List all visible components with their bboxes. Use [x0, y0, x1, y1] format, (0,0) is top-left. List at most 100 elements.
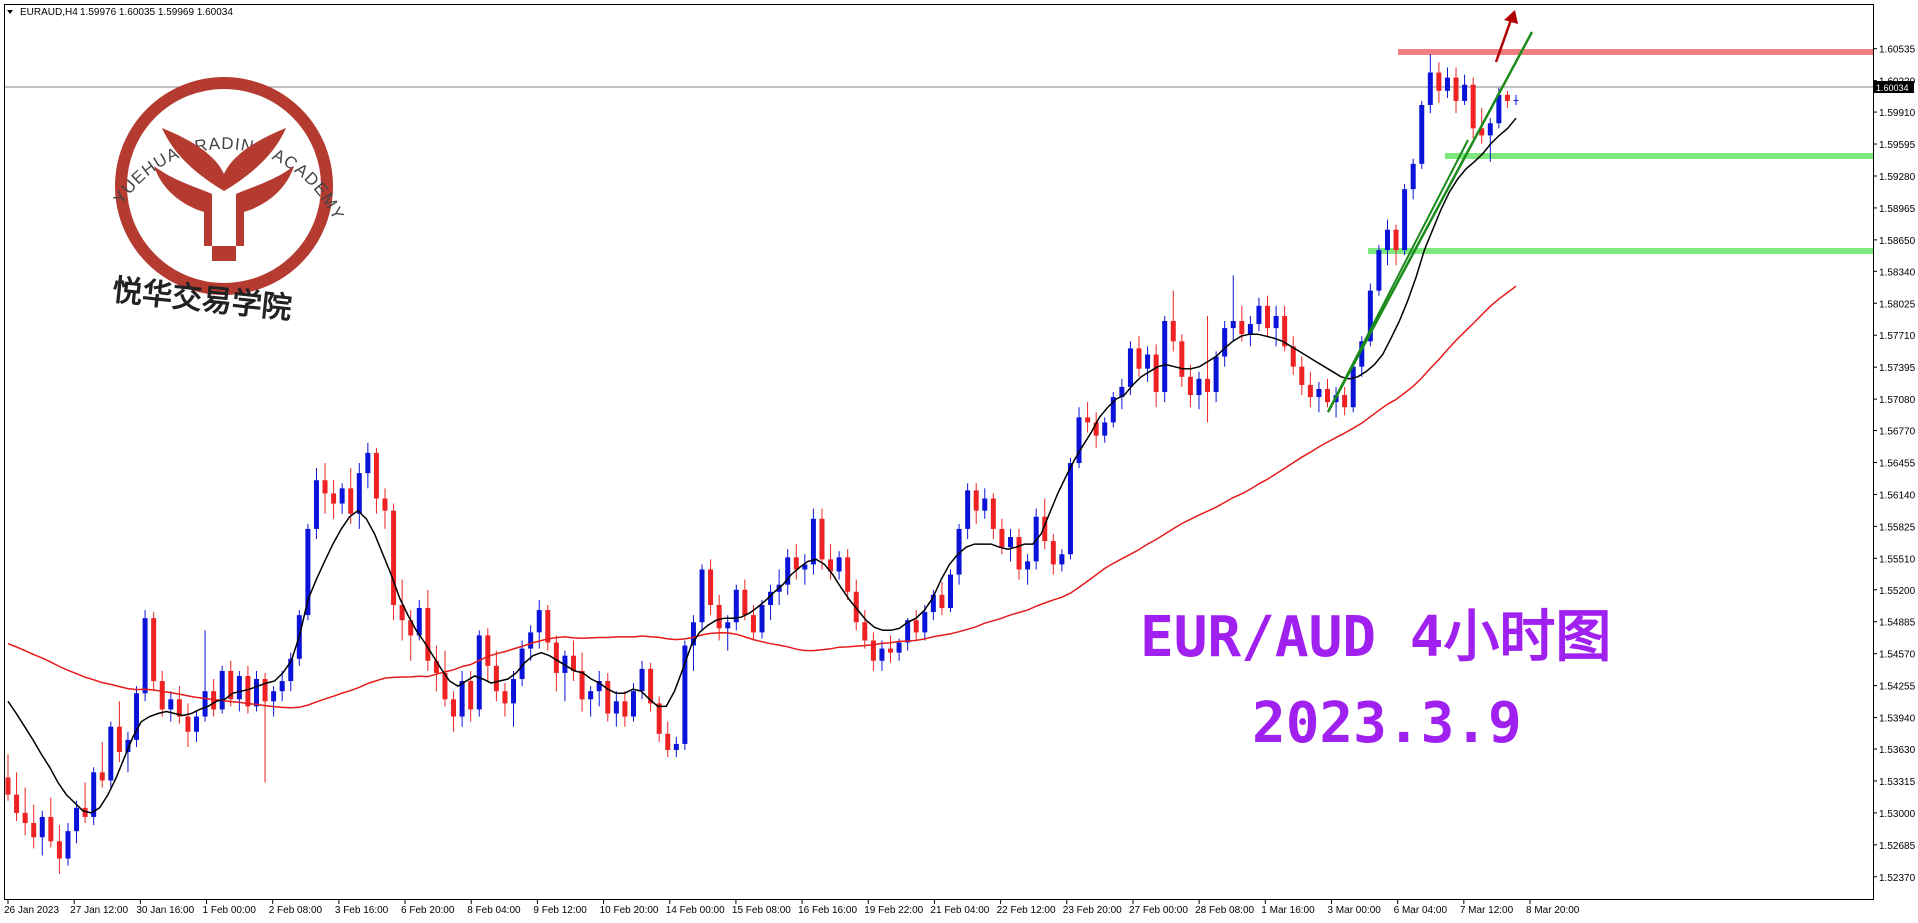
- candle: [511, 670, 517, 727]
- candle-body: [373, 452, 379, 499]
- candle: [305, 523, 311, 621]
- candle: [142, 610, 148, 702]
- candle-body: [1170, 321, 1176, 342]
- candle-body: [588, 691, 594, 700]
- candle: [262, 672, 268, 783]
- candle: [708, 559, 714, 616]
- candle: [1196, 371, 1202, 410]
- candle-body: [1299, 366, 1305, 385]
- candle-body: [22, 812, 28, 824]
- candle-body: [176, 699, 182, 717]
- candle-body: [930, 594, 936, 613]
- candle: [433, 645, 439, 692]
- candle: [1162, 315, 1168, 403]
- time-tick-label: 15 Feb 08:00: [732, 905, 791, 916]
- candle-body: [194, 716, 199, 732]
- candle-body: [699, 569, 705, 623]
- candle: [1127, 341, 1133, 396]
- candle-body: [973, 490, 979, 511]
- time-tick-label: 2 Feb 08:00: [269, 905, 323, 916]
- candle-body: [14, 794, 20, 813]
- candle-body: [382, 498, 388, 511]
- price-tick-label: 1.57080: [1879, 395, 1916, 406]
- candle-body: [108, 726, 114, 781]
- candle: [65, 823, 71, 866]
- candle: [1179, 334, 1185, 387]
- candle: [1402, 184, 1408, 256]
- support-zone-lower: [1368, 248, 1873, 254]
- candle: [1367, 283, 1373, 347]
- candle-body: [31, 823, 37, 838]
- candle-body: [125, 739, 131, 753]
- candle-body: [1479, 128, 1485, 136]
- candle-body: [708, 569, 714, 605]
- candle: [176, 686, 182, 724]
- candle-body: [999, 528, 1005, 548]
- price-tick-label: 1.55825: [1879, 522, 1916, 533]
- candle: [699, 564, 705, 631]
- candle: [879, 640, 885, 671]
- candle: [1085, 402, 1091, 433]
- candle: [348, 468, 354, 524]
- candle: [56, 825, 62, 874]
- candle: [905, 618, 911, 651]
- time-tick-label: 7 Mar 12:00: [1460, 905, 1514, 916]
- candle-body: [236, 675, 242, 700]
- chevron-down-icon[interactable]: [7, 10, 13, 14]
- candle-body: [356, 473, 362, 514]
- candle-body: [459, 681, 465, 717]
- candle-body: [339, 488, 345, 504]
- candle: [810, 508, 816, 575]
- candle: [468, 670, 474, 722]
- trendline-inner[interactable]: [1327, 139, 1469, 413]
- candle-body: [262, 679, 268, 702]
- candle: [1444, 67, 1450, 98]
- candle: [1187, 364, 1193, 408]
- candle-body: [408, 620, 414, 636]
- candles-layer: [5, 54, 1519, 874]
- candle: [1119, 378, 1125, 410]
- candle-body: [982, 498, 988, 511]
- candle-body: [511, 679, 517, 704]
- ohlc-label: 1.59976 1.60035 1.59969 1.60034: [80, 7, 233, 18]
- candle-body: [91, 772, 97, 817]
- price-axis: 1.605351.602201.599101.595951.592801.589…: [1873, 45, 1916, 884]
- candle: [14, 772, 20, 822]
- trendline-main[interactable]: [1326, 31, 1534, 413]
- candle: [1359, 336, 1365, 377]
- candle-body: [1325, 388, 1330, 403]
- candle: [545, 604, 551, 651]
- candle: [1025, 554, 1031, 585]
- candle: [1462, 74, 1468, 105]
- candle: [151, 612, 157, 692]
- ma-fast-line: [7, 117, 1517, 814]
- candle-body: [74, 807, 80, 832]
- candle-body: [759, 604, 765, 633]
- candle-body: [1273, 315, 1279, 329]
- price-tick-label: 1.60535: [1879, 45, 1916, 56]
- candle: [793, 544, 799, 580]
- time-tick-label: 27 Jan 12:00: [70, 905, 128, 916]
- candle: [485, 628, 491, 682]
- candle-body: [956, 528, 962, 575]
- time-tick-label: 19 Feb 22:00: [864, 905, 923, 916]
- price-tick-label: 1.54885: [1879, 618, 1916, 629]
- candle: [425, 589, 431, 671]
- candle-body: [1316, 388, 1322, 398]
- candle: [399, 579, 405, 641]
- candle-body: [451, 699, 457, 717]
- candle-body: [245, 675, 251, 707]
- candle-body: [253, 679, 259, 707]
- candle: [108, 721, 114, 788]
- candle: [682, 640, 688, 751]
- candle: [1067, 457, 1073, 560]
- candle: [22, 787, 28, 836]
- candle: [5, 754, 11, 801]
- candle-body: [502, 691, 508, 704]
- candle: [733, 584, 739, 631]
- candle-body: [1342, 395, 1348, 408]
- candle: [1110, 392, 1116, 428]
- candle: [1410, 158, 1416, 200]
- candle: [1513, 94, 1519, 105]
